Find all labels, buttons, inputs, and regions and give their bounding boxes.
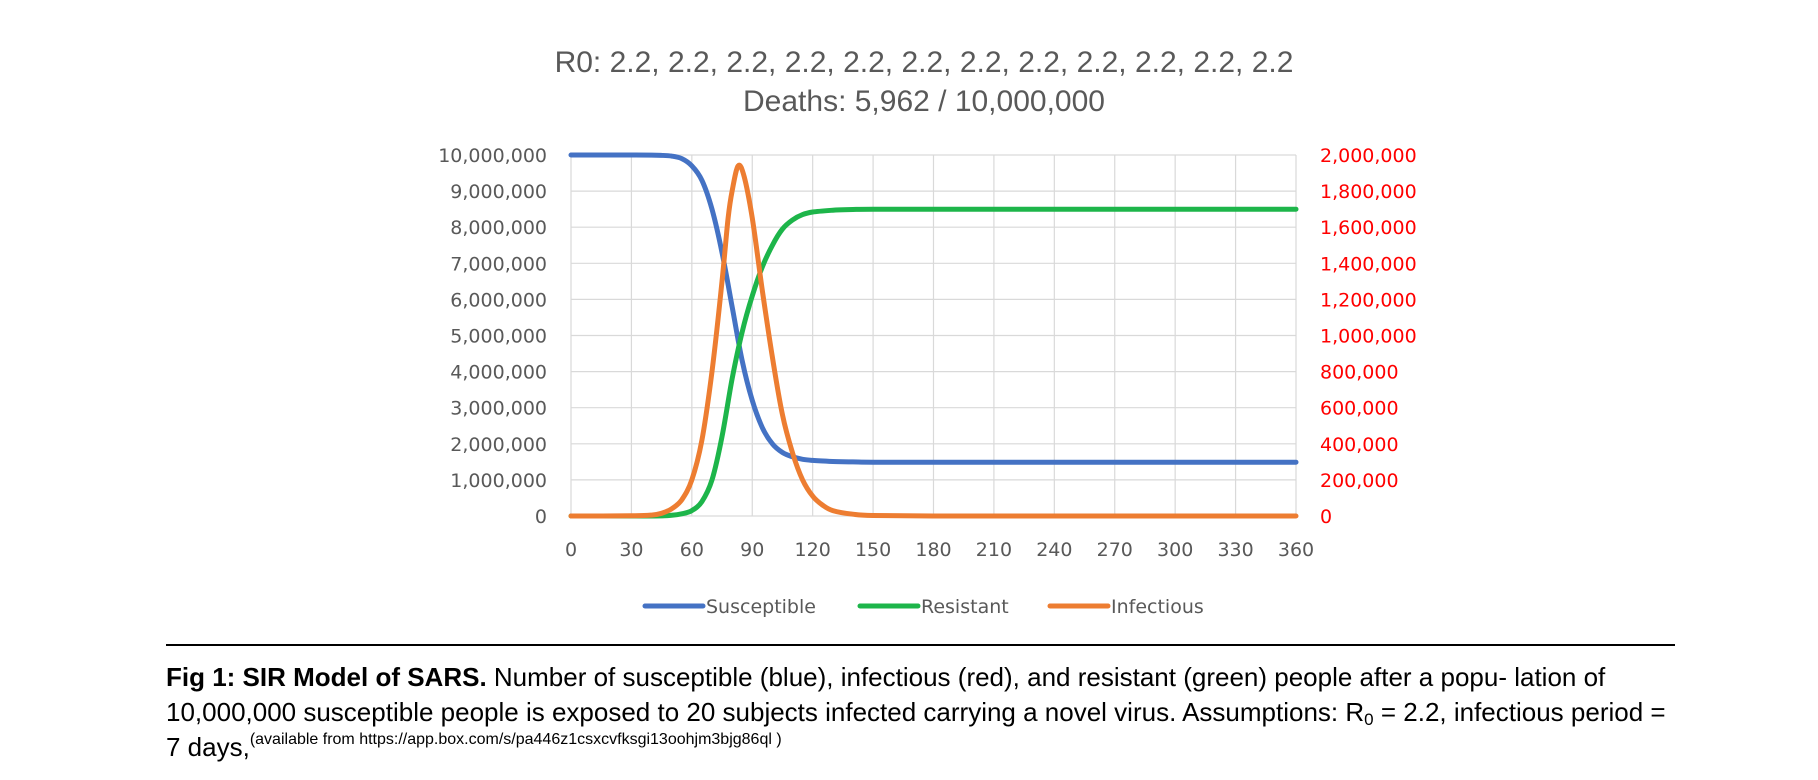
x-tick-label: 210 <box>976 539 1012 561</box>
left-axis-ticks: 0 1,000,000 2,000,000 3,000,000 4,000,000 5,0… <box>438 145 547 528</box>
y-left-tick-label: 7,000,000 <box>450 253 547 275</box>
y-right-tick-label: 200,000 <box>1320 470 1399 492</box>
y-left-tick-label: 2,000,000 <box>450 434 547 456</box>
x-tick-label: 360 <box>1278 539 1314 561</box>
y-left-tick-label: 6,000,000 <box>450 289 547 311</box>
x-tick-label: 270 <box>1097 539 1133 561</box>
chart-legend: Susceptible Resistant Infectious <box>642 596 1204 618</box>
caption-lead: Fig 1: SIR Model of SARS. <box>166 662 487 692</box>
y-left-tick-label: 3,000,000 <box>450 398 547 420</box>
x-tick-label: 180 <box>915 539 951 561</box>
x-tick-label: 60 <box>680 539 704 561</box>
y-right-tick-label: 1,200,000 <box>1320 289 1417 311</box>
series-line-resistant <box>568 206 1299 519</box>
x-tick-label: 330 <box>1217 539 1253 561</box>
y-left-tick-label: 10,000,000 <box>438 145 547 167</box>
caption-divider <box>166 644 1675 646</box>
legend-label-infectious: Infectious <box>1111 596 1204 618</box>
series-line-susceptible <box>568 152 1299 465</box>
chart-title-line-2: Deaths: 5,962 / 10,000,000 <box>743 85 1105 118</box>
x-tick-label: 30 <box>619 539 643 561</box>
x-tick-label: 120 <box>795 539 831 561</box>
y-right-tick-label: 600,000 <box>1320 398 1399 420</box>
x-tick-label: 90 <box>740 539 764 561</box>
y-right-tick-label: 1,800,000 <box>1320 181 1417 203</box>
caption-subscript: 0 <box>1364 710 1374 729</box>
y-left-tick-label: 5,000,000 <box>450 326 547 348</box>
figure-caption: Fig 1: SIR Model of SARS. Number of susc… <box>166 660 1686 765</box>
series-line-infectious <box>568 162 1299 519</box>
sir-chart: R0: 2.2, 2.2, 2.2, 2.2, 2.2, 2.2, 2.2, 2… <box>438 46 1417 618</box>
y-right-tick-label: 0 <box>1320 506 1332 528</box>
y-left-tick-label: 0 <box>535 506 547 528</box>
y-right-tick-label: 1,400,000 <box>1320 253 1417 275</box>
caption-text-end: = 2.2, infectious period = 7 days, <box>166 697 1666 762</box>
legend-label-susceptible: Susceptible <box>706 596 816 618</box>
y-right-tick-label: 1,000,000 <box>1320 326 1417 348</box>
y-right-tick-label: 2,000,000 <box>1320 145 1417 167</box>
y-left-tick-label: 8,000,000 <box>450 217 547 239</box>
y-right-tick-label: 800,000 <box>1320 362 1399 384</box>
x-tick-label: 150 <box>855 539 891 561</box>
legend-label-resistant: Resistant <box>921 596 1009 618</box>
x-axis-ticks: 0 30 60 90 120 150 180 210 240 270 300 330 360 <box>565 539 1314 561</box>
x-tick-label: 240 <box>1036 539 1072 561</box>
y-left-tick-label: 9,000,000 <box>450 181 547 203</box>
chart-title-line-1: R0: 2.2, 2.2, 2.2, 2.2, 2.2, 2.2, 2.2, 2… <box>555 46 1294 79</box>
chart-gridlines <box>570 154 1297 517</box>
caption-text: Number of susceptible (blue), infectious… <box>166 662 1606 727</box>
x-tick-label: 0 <box>565 539 577 561</box>
chart-series <box>568 152 1299 519</box>
y-left-tick-label: 4,000,000 <box>450 362 547 384</box>
right-axis-ticks: 0 200,000 400,000 600,000 800,000 1,000,000 1,… <box>1320 145 1417 528</box>
x-tick-label: 300 <box>1157 539 1193 561</box>
caption-source-note: (available from https://app.box.com/s/pa… <box>249 731 782 748</box>
y-right-tick-label: 400,000 <box>1320 434 1399 456</box>
y-right-tick-label: 1,600,000 <box>1320 217 1417 239</box>
y-left-tick-label: 1,000,000 <box>450 470 547 492</box>
